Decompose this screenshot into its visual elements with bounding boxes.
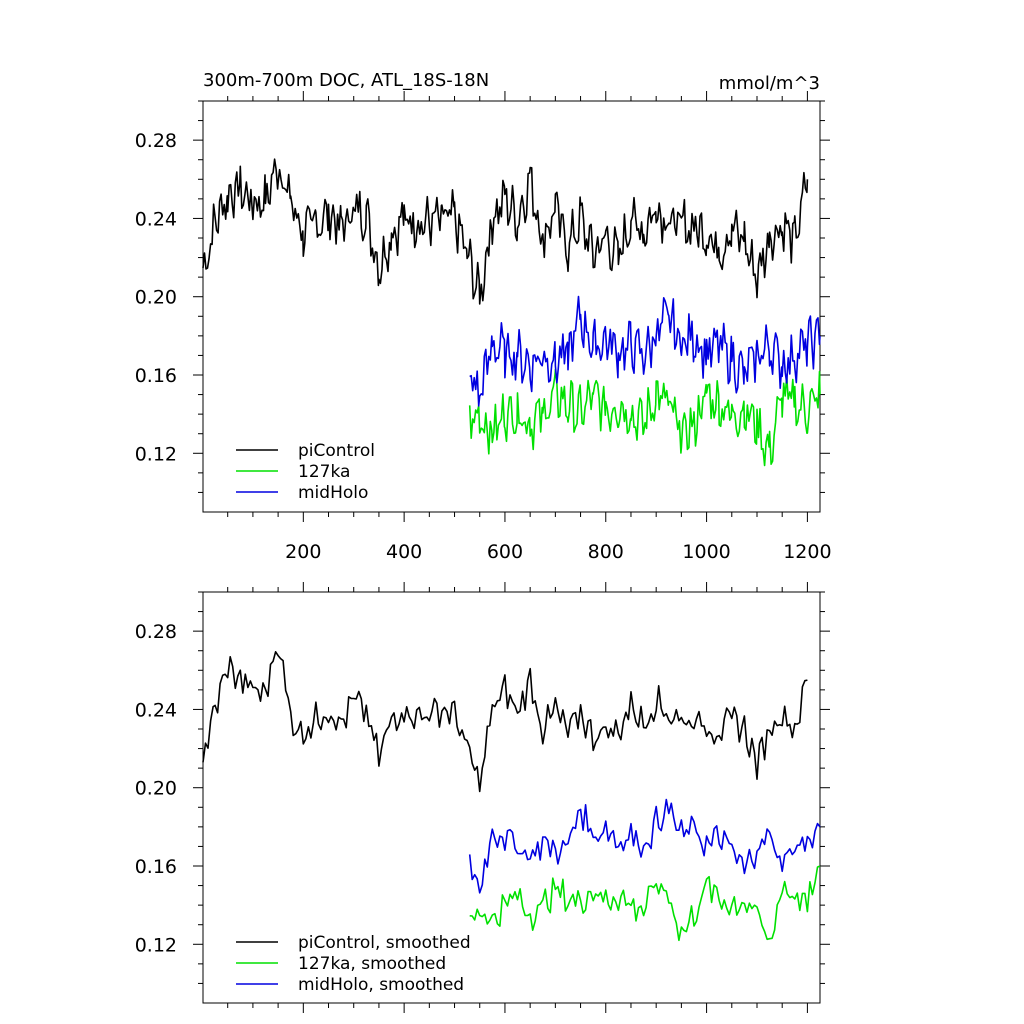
y-tick-label: 0.16	[135, 365, 177, 387]
legend-label: piControl, smoothed	[298, 933, 471, 953]
series-line-midholo-smoothed	[468, 798, 821, 894]
x-tick-label: 200	[285, 541, 321, 563]
legend-label: midHolo	[298, 483, 368, 503]
plot-frame	[202, 100, 821, 513]
x-tick-label: 400	[386, 541, 422, 563]
units-label: mmol/m^3	[719, 73, 820, 94]
y-tick-label: 0.16	[135, 856, 177, 878]
legend-label: 127ka	[298, 462, 350, 482]
y-tick-label: 0.28	[135, 621, 177, 643]
x-tick-label: 800	[588, 541, 624, 563]
legend-label: 127ka, smoothed	[298, 954, 446, 974]
y-tick-label: 0.12	[135, 934, 177, 956]
series-line-picontrol-smoothed	[202, 651, 808, 793]
y-tick-label: 0.28	[135, 130, 177, 152]
plot-frame	[202, 591, 821, 1004]
series-line-127ka-smoothed	[469, 865, 821, 942]
series-line-midholo	[469, 295, 821, 407]
x-tick-label: 600	[487, 541, 523, 563]
y-tick-label: 0.20	[135, 287, 177, 309]
y-tick-label: 0.24	[135, 699, 177, 721]
panel-raw: 0.28 0.24 0.20 0.16 0.12 200 400 600 800 1000 1200…	[135, 91, 832, 563]
x-tick-label: 1000	[682, 541, 730, 563]
legend-label: piControl	[298, 441, 375, 461]
y-tick-label: 0.12	[135, 443, 177, 465]
series-line-127ka	[468, 368, 821, 467]
y-tick-label: 0.20	[135, 778, 177, 800]
series-line-picontrol	[202, 158, 809, 305]
y-tick-label: 0.24	[135, 208, 177, 230]
x-tick-label: 1200	[783, 541, 831, 563]
legend-label: midHolo, smoothed	[298, 975, 464, 995]
chart-title: 300m-700m DOC, ATL_18S-18N	[203, 70, 489, 91]
panel-smoothed: 0.28 0.24 0.20 0.16 0.12 piControl, smoothed1…	[135, 582, 830, 1013]
